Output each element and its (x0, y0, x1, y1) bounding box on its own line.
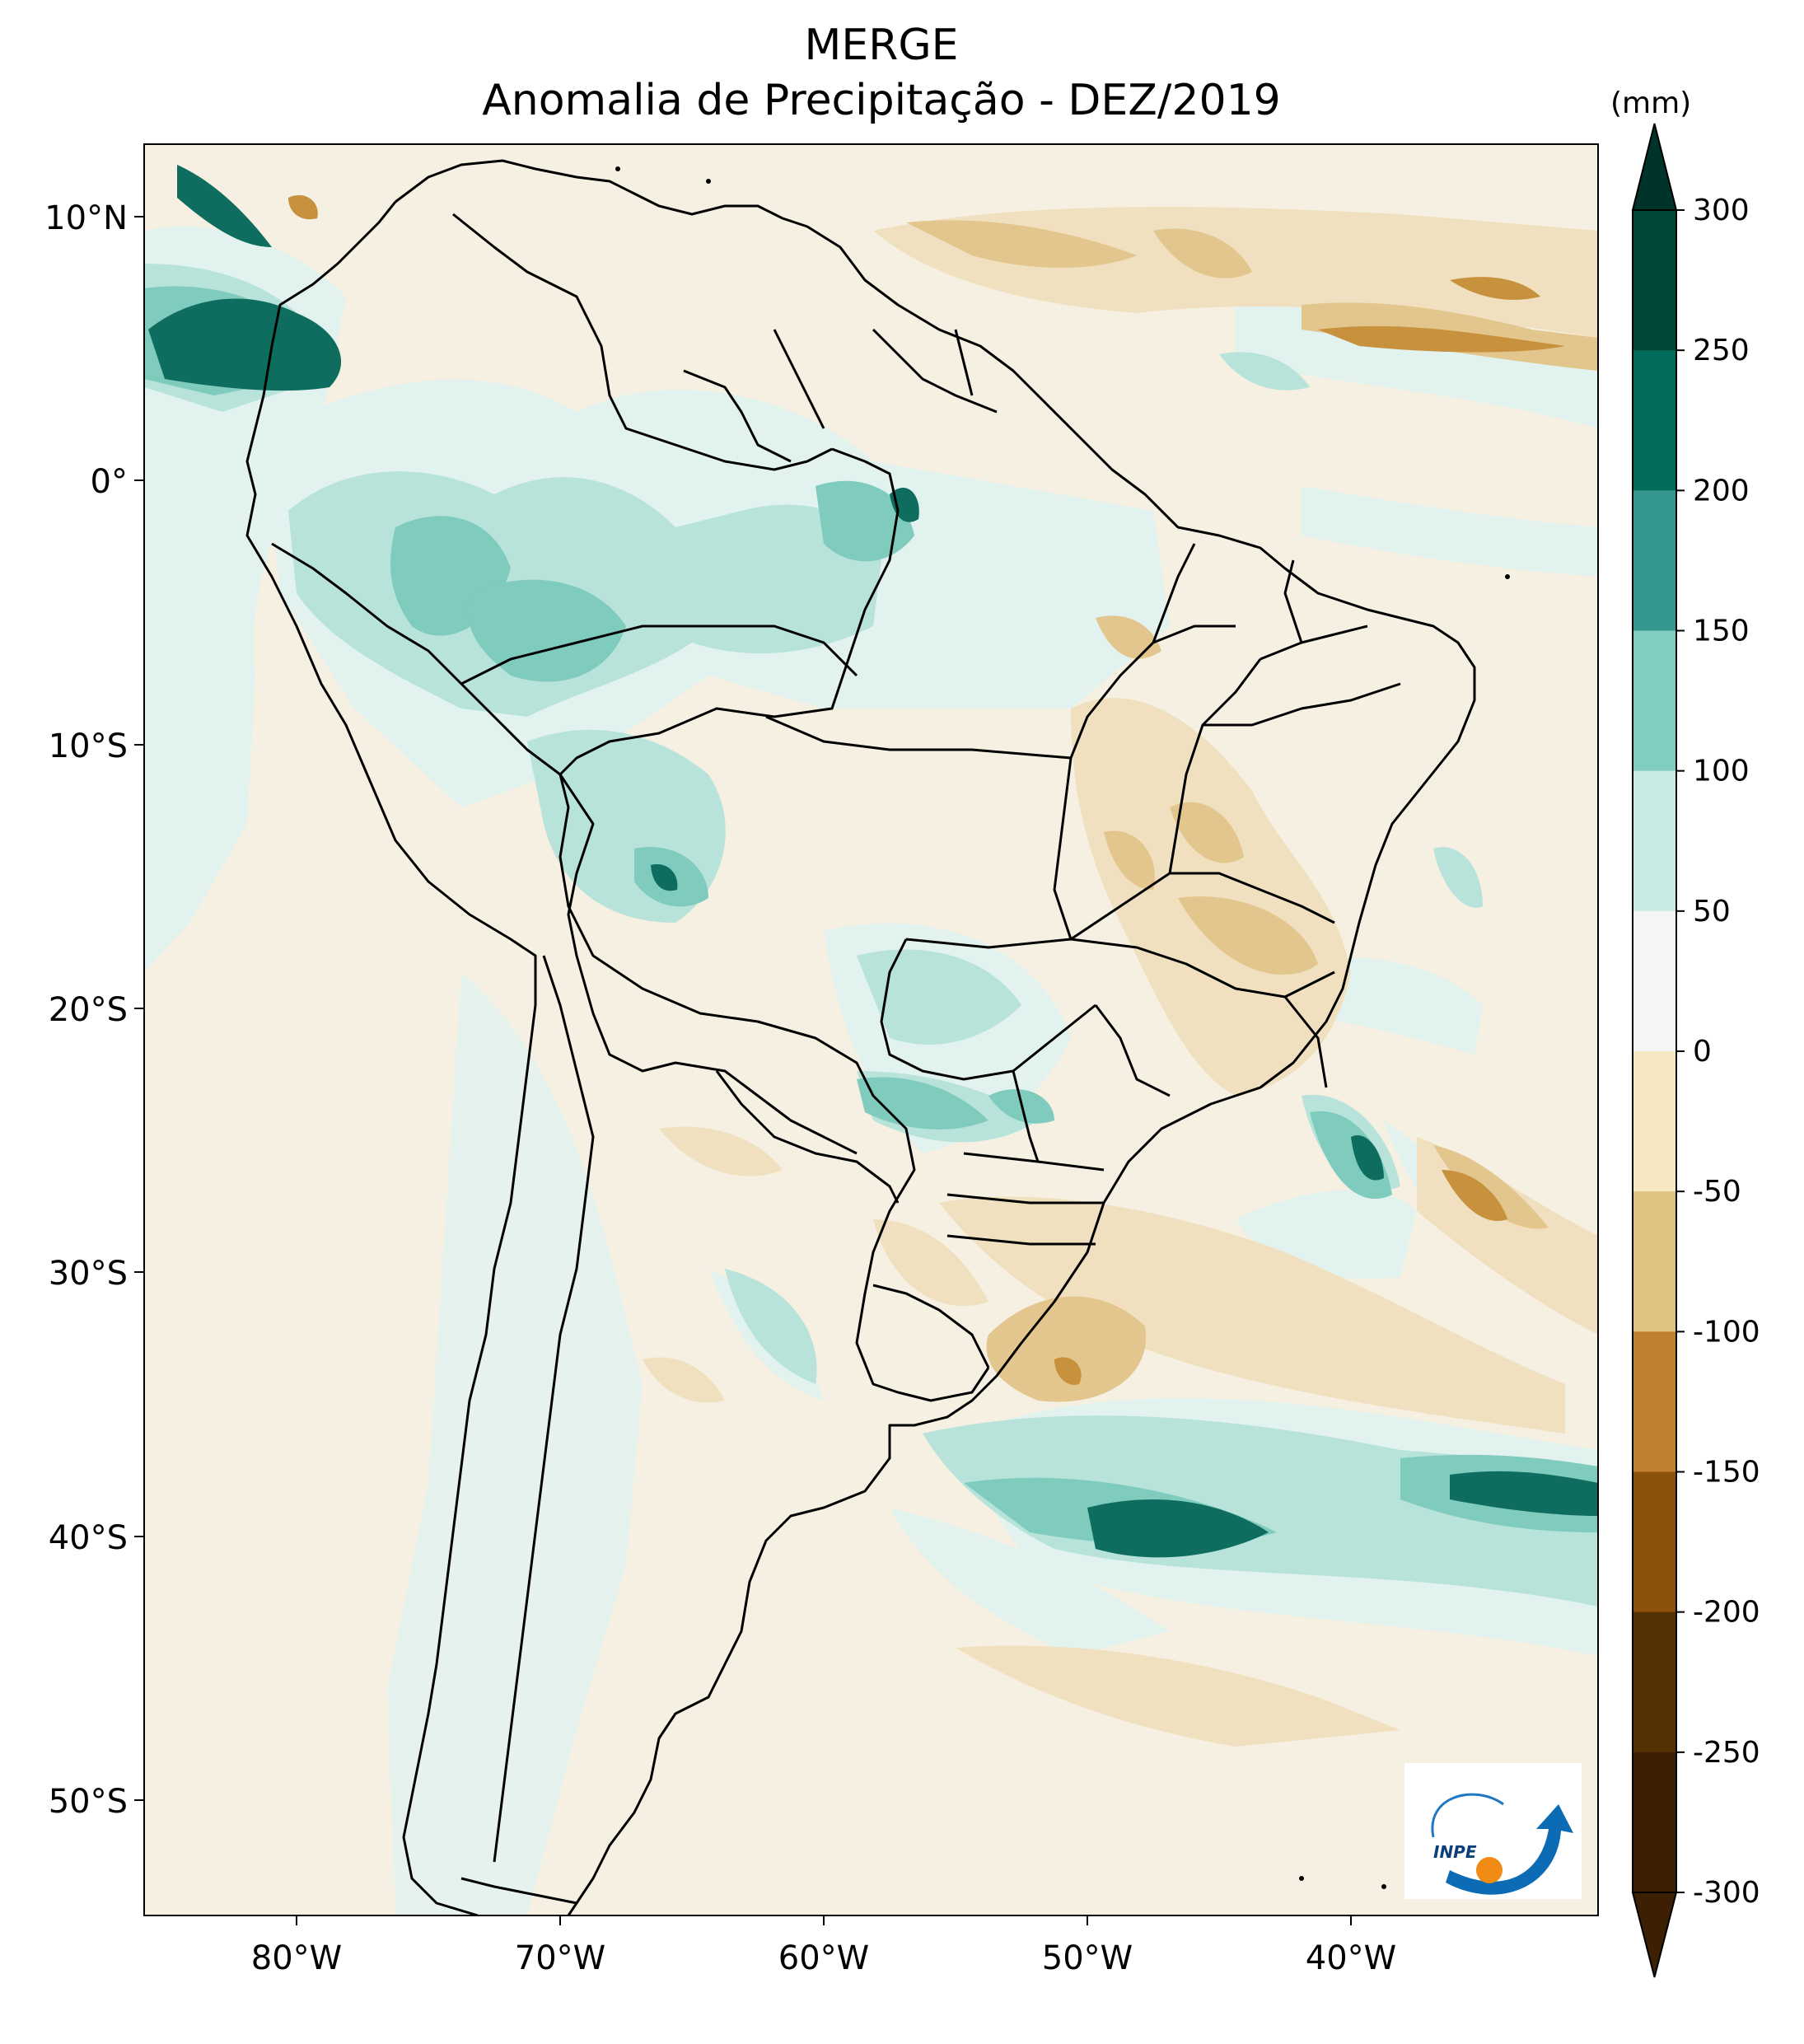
logo-orbit (1431, 1793, 1504, 1838)
colorbar-tick-label: 200 (1693, 474, 1750, 507)
logo-sun (1476, 1857, 1503, 1883)
colorbar-segment (1633, 1611, 1676, 1753)
colorbar-segment (1633, 770, 1676, 912)
colorbar-segments (1633, 210, 1676, 1893)
colorbar-bottom-arrow (1631, 1892, 1678, 1978)
colorbar-tick-label: -300 (1693, 1876, 1760, 1910)
lon-label-40w: 40°W (1306, 1939, 1396, 1977)
chile-argentina-border (493, 955, 595, 1863)
colorbar-tick-label: 150 (1693, 615, 1750, 648)
colorbar-tick-label: 100 (1693, 755, 1750, 788)
colorbar-tick-label: 250 (1693, 334, 1750, 367)
inpe-logo: INPE (1404, 1763, 1582, 1899)
brazil-states (765, 543, 1401, 1246)
logo-text: INPE (1433, 1842, 1477, 1862)
lat-label-30s: 30°S (49, 1255, 128, 1293)
colorbar-tick-label: -100 (1693, 1315, 1760, 1349)
colorbar-segment (1633, 1191, 1676, 1332)
colorbar-segment (1633, 1471, 1676, 1613)
colorbar-segment (1633, 630, 1676, 772)
longitude-axis: 80°W 70°W 60°W 50°W 40°W (251, 1915, 1396, 1977)
colorbar-tick-label: 300 (1693, 194, 1750, 227)
map-frame (143, 143, 1599, 1916)
south-america-coastline (395, 159, 1476, 1915)
latitude-axis: 10°N 0° 10°S 20°S 30°S 40°S 50°S (44, 199, 144, 1821)
lat-label-50s: 50°S (49, 1783, 128, 1821)
northern-borders (452, 213, 833, 471)
uruguay-border (872, 1284, 990, 1368)
map-subtitle: Anomalia de Precipitação - DEZ/2019 (482, 76, 1281, 125)
peru-border (271, 542, 561, 776)
lon-label-60w: 60°W (778, 1939, 869, 1977)
boundaries (245, 159, 1476, 1915)
amazonas-border (460, 624, 858, 685)
colorbar-segment (1633, 210, 1676, 351)
lat-label-20s: 20°S (49, 991, 128, 1029)
colorbar-ticks: 300 250 200 150 100 50 0 -50 -100 -150 -200 -250 -30… (1676, 194, 1760, 1910)
lon-label-50w: 50°W (1042, 1939, 1133, 1977)
anomaly-wet-dark (148, 165, 1598, 1558)
colorbar-segment (1633, 1051, 1676, 1192)
colorbar-tick-label: -250 (1693, 1736, 1760, 1770)
colorbar-unit: (mm) (1610, 87, 1692, 120)
lat-label-0: 0° (91, 463, 128, 501)
colorbar-tick-label: 0 (1693, 1035, 1712, 1069)
colorbar-segment (1633, 350, 1676, 491)
colorbar-tick-label: 50 (1693, 895, 1731, 928)
lon-label-80w: 80°W (251, 1939, 342, 1977)
lat-label-10s: 10°S (49, 727, 128, 765)
tierra-del-fuego (460, 1877, 577, 1905)
map-title: MERGE (804, 21, 959, 70)
colorbar-tick-label: -200 (1693, 1596, 1760, 1630)
colorbar-segment (1633, 1331, 1676, 1472)
lon-label-70w: 70°W (515, 1939, 605, 1977)
colorbar-segment (1633, 910, 1676, 1052)
colorbar-segment (1633, 1752, 1676, 1893)
logo-arrow (1446, 1804, 1573, 1895)
lat-label-40s: 40°S (49, 1519, 128, 1557)
islands (615, 166, 1510, 1889)
bolivia-border (558, 774, 858, 1155)
colorbar-tick-label: -150 (1693, 1456, 1760, 1490)
anomaly-dry-medium (906, 220, 1598, 1402)
colorbar-top-arrow (1631, 123, 1678, 211)
colorbar-segment (1633, 490, 1676, 631)
colorbar: 300 250 200 150 100 50 0 -50 -100 -150 -200 -250 -30… (1631, 123, 1760, 1978)
lat-label-10n: 10°N (44, 199, 128, 237)
anomaly-dry-strong (288, 194, 1565, 1385)
colorbar-tick-label: -50 (1693, 1175, 1741, 1209)
brazil-border (558, 447, 990, 1402)
west-coastline (245, 201, 537, 1915)
paraguay-border (715, 1070, 900, 1204)
map-area (144, 144, 1598, 1915)
